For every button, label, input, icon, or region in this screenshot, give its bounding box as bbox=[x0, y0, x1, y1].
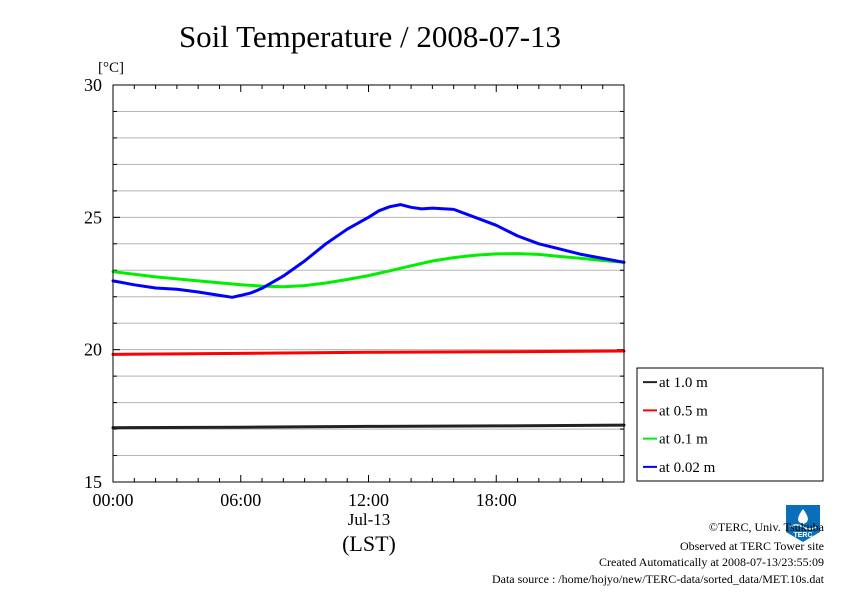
data-source-text: Data source : /home/hojyo/new/TERC-data/… bbox=[492, 572, 825, 586]
created-text: Created Automatically at 2008-07-13/23:5… bbox=[599, 555, 824, 569]
y-tick-labels: 15 20 25 30 bbox=[84, 75, 102, 492]
observed-text: Observed at TERC Tower site bbox=[680, 539, 824, 553]
x-tick-label: 18:00 bbox=[476, 490, 517, 510]
x-tick-label: 06:00 bbox=[220, 490, 261, 510]
water-drop-icon bbox=[798, 509, 808, 524]
series-line-1 bbox=[111, 423, 626, 430]
series-line-4 bbox=[111, 203, 626, 299]
terc-logo: TERC bbox=[786, 505, 820, 542]
legend-label: at 0.5 m bbox=[659, 403, 708, 419]
legend-label: at 0.1 m bbox=[659, 432, 708, 448]
legend-box bbox=[636, 367, 824, 482]
y-tick-label: 15 bbox=[84, 472, 102, 492]
plot-frame bbox=[112, 84, 625, 483]
wave-icon bbox=[789, 524, 817, 530]
x-tick-label: 00:00 bbox=[92, 490, 133, 510]
series-line-3 bbox=[111, 252, 626, 289]
grid-lines bbox=[113, 110, 624, 457]
y-tick-label: 20 bbox=[84, 340, 102, 360]
y-tick-label: 25 bbox=[84, 207, 102, 227]
series-lines bbox=[111, 203, 626, 430]
chart-title: Soil Temperature / 2008-07-13 bbox=[179, 19, 561, 54]
y-axis-unit: [°C] bbox=[98, 60, 124, 76]
x-date-label: Jul-13 bbox=[348, 510, 391, 529]
terc-logo-text: TERC bbox=[793, 532, 812, 539]
legend-label: at 1.0 m bbox=[659, 375, 708, 391]
series-line-2 bbox=[111, 349, 626, 356]
y-tick-label: 30 bbox=[84, 75, 102, 95]
legend-label: at 0.02 m bbox=[659, 460, 716, 476]
x-tick-labels: 00:00 06:00 12:00 18:00 bbox=[92, 490, 516, 510]
x-tick-label: 12:00 bbox=[348, 490, 389, 510]
plot-area bbox=[113, 85, 624, 482]
legend: at 1.0 m at 0.5 m at 0.1 m at 0.02 m bbox=[643, 375, 716, 476]
copyright-text: ©TERC, Univ. Tsukuba bbox=[709, 520, 825, 534]
x-axis-label: (LST) bbox=[342, 531, 396, 556]
